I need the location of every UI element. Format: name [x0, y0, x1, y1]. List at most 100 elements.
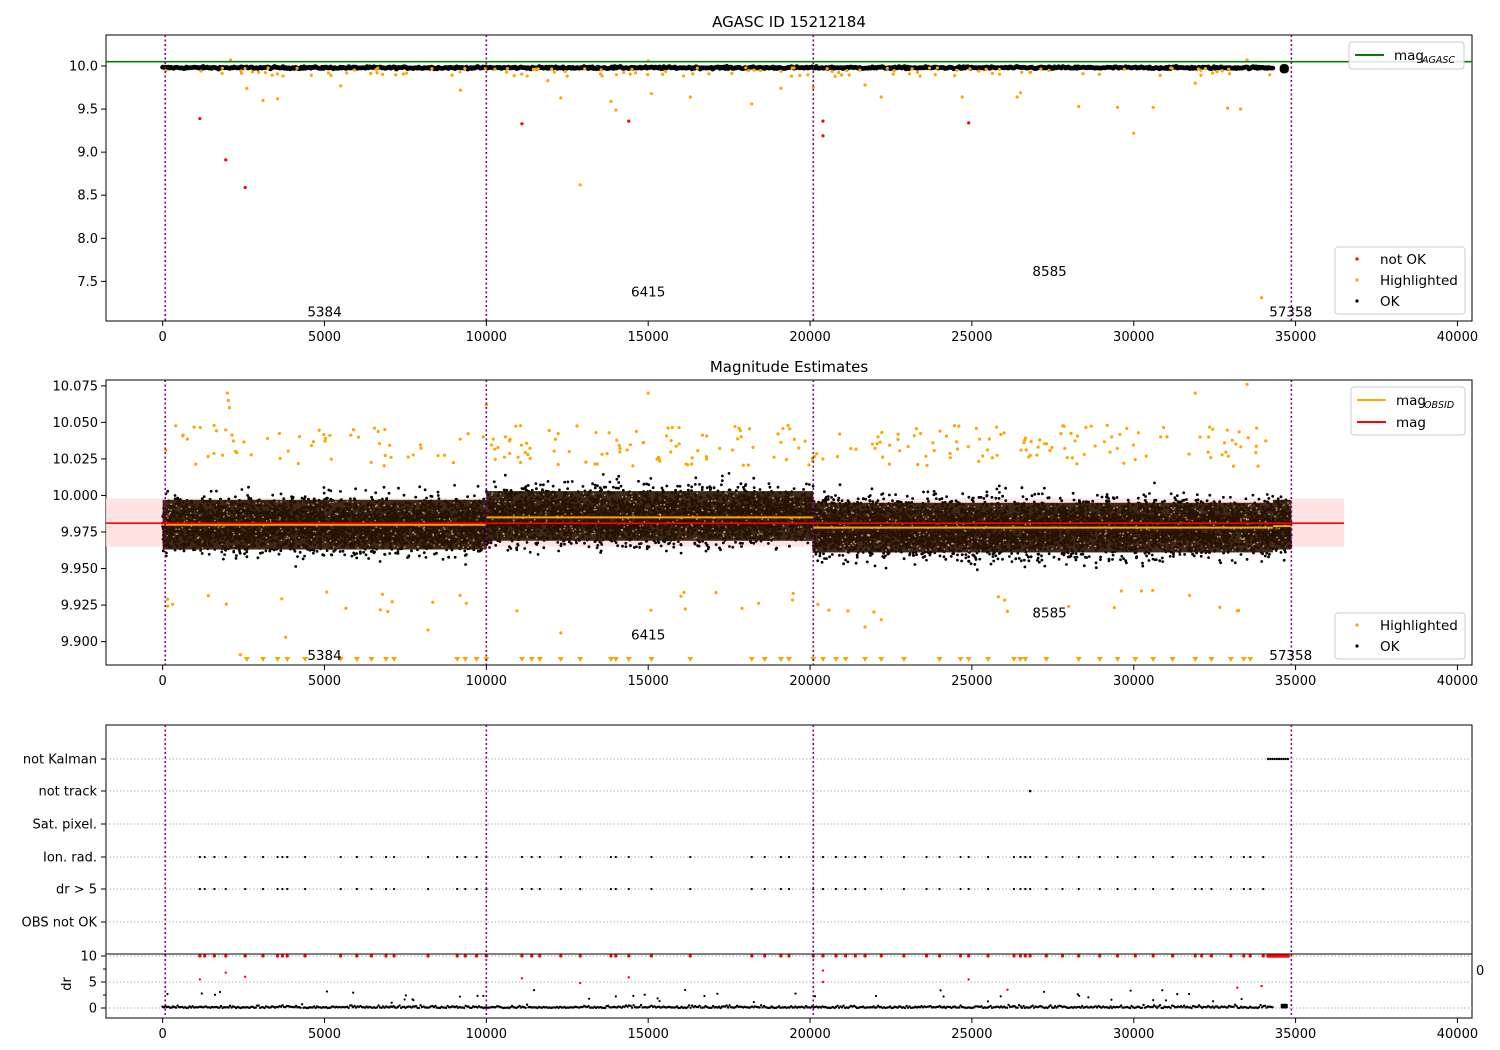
core-highlight-point [271, 509, 273, 512]
core-highlight-point [455, 536, 457, 538]
highlighted-point [688, 95, 692, 99]
core-highlight-point [369, 509, 372, 511]
ok-point [245, 555, 249, 559]
core-highlight-point [286, 535, 289, 538]
ok-point [298, 550, 302, 554]
core-highlight-point [303, 527, 306, 530]
ok-point [721, 474, 724, 478]
ok-point [350, 554, 354, 558]
highlighted-point [309, 73, 313, 77]
ok-point [354, 487, 357, 491]
highlighted-point [806, 73, 810, 77]
core-highlight-point [321, 508, 323, 511]
core-highlight-point [269, 534, 272, 537]
core-highlight-point [265, 520, 268, 522]
ok-point [355, 552, 359, 555]
panel2-axes: 0 5000 10000 15000 20000 25000 30000 35000 40000… [53, 379, 1479, 689]
highlighted-point [927, 66, 932, 70]
highlighted-point [1169, 66, 1173, 70]
ok-point [383, 553, 387, 556]
highlighted-point [790, 66, 794, 70]
highlighted-point [520, 72, 524, 76]
highlighted-point [747, 68, 751, 73]
core-highlight-point [226, 502, 229, 504]
core-highlight-point [307, 503, 310, 506]
highlighted-point [863, 83, 867, 87]
highlighted-point [1227, 67, 1231, 71]
panel-magnitude-estimates: Magnitude Estimates 0 5000 10000 15000 20000… [53, 358, 1479, 689]
y-tick-label: 10.000 [53, 489, 99, 504]
ok-point [279, 492, 283, 496]
ok-point [220, 550, 224, 554]
ok-point [290, 495, 293, 499]
ok-point [364, 489, 368, 492]
core-highlight-point [379, 540, 382, 543]
ok-point [378, 560, 382, 563]
core-highlight-point [316, 501, 318, 504]
core-highlight-point [221, 543, 224, 546]
highlighted-point [1158, 73, 1162, 77]
highlighted-point [266, 66, 270, 70]
ok-point [315, 550, 319, 553]
highlighted-point [512, 74, 516, 78]
x-tick-label: 15000 [628, 674, 669, 689]
core-highlight-point [412, 532, 414, 534]
panel1-legend-reference: mag AGASC [1348, 41, 1465, 70]
highlighted-point [394, 73, 398, 77]
highlighted-point [275, 72, 280, 76]
ok-point [624, 545, 628, 548]
legend-dot-highlighted [1355, 278, 1359, 282]
highlighted-point [339, 84, 343, 88]
core-highlight-point [244, 517, 247, 520]
highlighted-point [1077, 104, 1081, 109]
ok-point [264, 549, 268, 553]
highlighted-point [609, 99, 613, 103]
core-highlight-point [228, 502, 230, 505]
core-highlight-point [188, 506, 191, 509]
ok-point [330, 553, 333, 557]
ok-point [387, 491, 391, 495]
core-highlight-point [368, 506, 371, 509]
core-highlight-point [423, 529, 426, 531]
core-highlight-point [255, 502, 258, 505]
core-highlight-point [412, 541, 415, 543]
core-highlight-point [228, 505, 231, 508]
highlighted-point [1226, 106, 1230, 110]
highlighted-point [758, 69, 763, 73]
ok-point [232, 550, 236, 553]
core-highlight-point [326, 531, 329, 534]
x-tick-label: 35000 [1275, 674, 1316, 689]
ok-point [454, 497, 458, 501]
highlighted-point [1199, 73, 1203, 77]
ok-point [418, 485, 422, 489]
highlighted-point [681, 74, 686, 78]
core-highlight-point [312, 530, 315, 533]
ok-point [396, 552, 400, 555]
core-highlight-point [313, 535, 315, 538]
y-tick-label: 9.0 [77, 146, 98, 161]
core-highlight-point [185, 515, 188, 518]
ok-point [246, 494, 250, 497]
observation-label: 57358 [1269, 305, 1312, 321]
x-tick-label: 10000 [466, 674, 507, 689]
ok-point [296, 555, 299, 558]
x-tick-label: 5000 [308, 330, 341, 345]
x-tick-label: 30000 [1113, 674, 1154, 689]
ok-point [322, 486, 326, 489]
not-ok-point [627, 119, 631, 123]
ok-point [364, 553, 368, 557]
core-highlight-point [346, 500, 349, 503]
core-highlight-point [383, 504, 385, 507]
core-highlight-point [362, 534, 365, 537]
highlighted-point [493, 67, 497, 71]
ok-point [453, 555, 457, 559]
x-tick-label: 25000 [951, 330, 992, 345]
ok-point [161, 549, 165, 553]
ok-point [247, 485, 250, 489]
ok-point [349, 497, 352, 501]
highlighted-point [1115, 105, 1120, 109]
ok-point [247, 496, 251, 500]
ok-point [245, 550, 249, 554]
ok-point [397, 486, 400, 490]
